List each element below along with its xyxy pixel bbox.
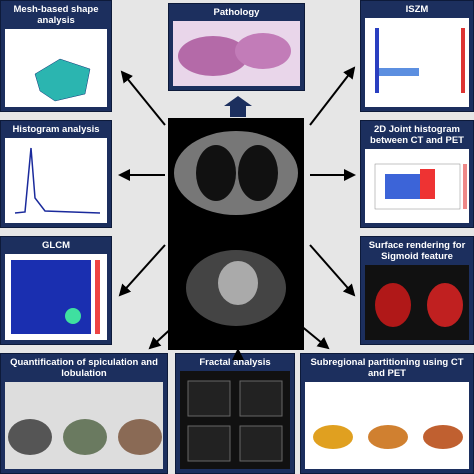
panel-image: [365, 149, 469, 223]
panel-title: Pathology: [213, 7, 260, 18]
panel: Subregional partitioning using CT and PE…: [300, 353, 474, 474]
panel-image: [365, 18, 469, 107]
scan: [174, 131, 298, 326]
surface-rendering: [375, 283, 463, 327]
panel: Pathology: [168, 3, 305, 91]
glcm-plot: [11, 260, 100, 334]
panel-title: 2D Joint histogram between CT and PET: [370, 124, 464, 146]
panel-image: [180, 371, 290, 469]
panel: Fractal analysis: [175, 353, 295, 474]
panel-title: Histogram analysis: [12, 124, 100, 135]
spiculation: [8, 419, 162, 455]
panel-title: Fractal analysis: [199, 357, 271, 368]
panel-title: Quantification of spiculation and lobula…: [10, 357, 158, 379]
panel: GLCM: [0, 236, 112, 345]
panel: Quantification of spiculation and lobula…: [0, 353, 168, 474]
up-arrow: [224, 96, 252, 117]
panel-image: [305, 382, 469, 469]
panel: ISZM: [360, 0, 474, 112]
panel-title: Subregional partitioning using CT and PE…: [310, 357, 464, 379]
panel: 2D Joint histogram between CT and PET: [360, 120, 474, 228]
panel: Histogram analysis: [0, 120, 112, 228]
mesh: [34, 58, 91, 102]
panel: Surface rendering for Sigmoid feature: [360, 236, 474, 345]
panel-title: Surface rendering for Sigmoid feature: [368, 240, 466, 262]
panel-title: GLCM: [42, 240, 70, 251]
panel-image: [5, 29, 107, 107]
iszm-plot: [375, 28, 465, 93]
ct-pet-image: [168, 118, 304, 350]
joint-histogram: [374, 163, 467, 210]
tissue: [178, 33, 291, 76]
panel: Mesh-based shape analysis: [0, 0, 112, 112]
panel-image: [5, 382, 163, 469]
panel-image: [5, 254, 107, 340]
panel-title: ISZM: [405, 4, 429, 15]
subregions: [313, 425, 463, 449]
panel-title: Mesh-based shape analysis: [13, 4, 99, 26]
panel-image: [365, 265, 469, 340]
histogram-plot: [14, 147, 101, 214]
panel-image: [5, 138, 107, 223]
fractal: [187, 380, 283, 462]
panel-image: [173, 21, 300, 86]
